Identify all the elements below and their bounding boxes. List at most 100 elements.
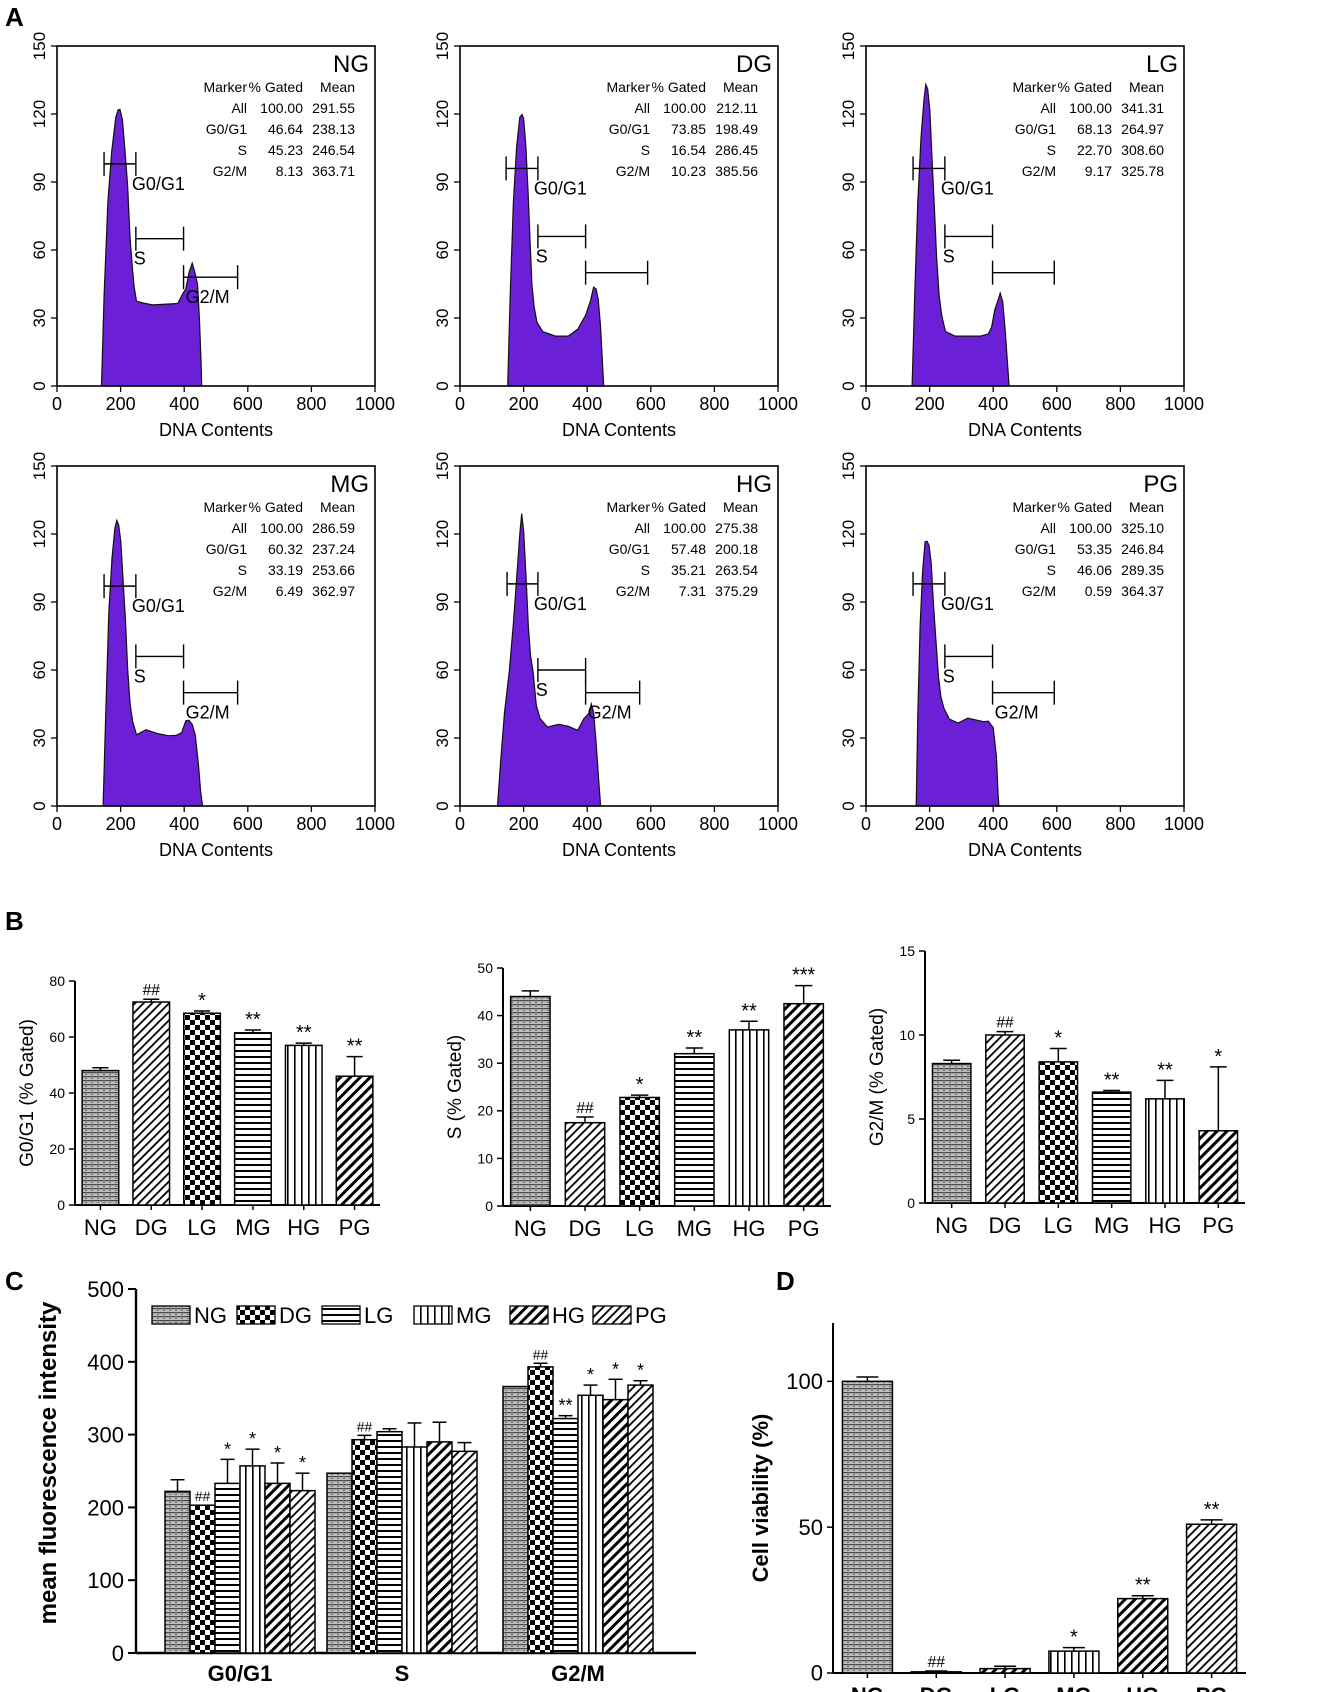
table-cell: 100.00: [260, 100, 303, 116]
category-label: NG: [514, 1216, 547, 1241]
bar-mg: [577, 1394, 604, 1654]
x-tick-label: 800: [296, 394, 326, 414]
x-tick-label: 200: [509, 394, 539, 414]
y-tick-label: 60: [433, 661, 452, 680]
table-cell: 60.32: [268, 541, 303, 557]
x-tick-label: 0: [52, 814, 62, 834]
y-tick-label: 0: [112, 1641, 124, 1666]
category-label: DG: [569, 1216, 602, 1241]
x-tick-label: 0: [52, 394, 62, 414]
sample-name: MG: [330, 471, 369, 498]
x-tick-label: 600: [636, 394, 666, 414]
bar-dg: [985, 1034, 1025, 1204]
y-tick-label: 150: [839, 452, 858, 480]
y-tick-label: 90: [839, 593, 858, 612]
x-tick-label: 400: [169, 814, 199, 834]
legend-label: NG: [194, 1303, 227, 1328]
y-tick-label: 150: [433, 32, 452, 60]
legend-swatch: [151, 1305, 191, 1325]
bar-lg: [552, 1417, 579, 1654]
table-cell: All: [634, 520, 650, 536]
table-cell: 100.00: [1069, 520, 1112, 536]
gate-label: G0/G1: [941, 178, 994, 198]
histogram-hg: 0 30 60 90 120 150 0 200 400 600 800 1000 DNA Conten…: [433, 452, 798, 860]
y-tick-label: 500: [87, 1277, 124, 1302]
histogram-area: [911, 82, 1010, 387]
bar-dg: [351, 1438, 378, 1654]
table-header: % Gated: [652, 79, 706, 95]
significance-mark: **: [347, 1036, 363, 1058]
significance-mark: **: [558, 1396, 572, 1416]
y-tick-label: 150: [30, 32, 49, 60]
table-cell: G2/M: [213, 163, 247, 179]
y-tick-label: 0: [30, 381, 49, 390]
bar-pg: [1198, 1130, 1239, 1204]
y-tick-label: 120: [30, 100, 49, 128]
table-cell: 289.35: [1121, 562, 1164, 578]
table-header: % Gated: [249, 499, 303, 515]
histogram-ng: 0 30 60 90 120 150 0 200 400 600 800 1000 DNA Conten…: [30, 32, 395, 440]
x-tick-label: 0: [455, 814, 465, 834]
table-cell: G0/G1: [206, 121, 247, 137]
y-tick-label: 400: [87, 1350, 124, 1375]
table-cell: 325.10: [1121, 520, 1164, 536]
table-header: % Gated: [249, 79, 303, 95]
x-axis-title: DNA Contents: [562, 840, 676, 860]
histogram-area: [507, 113, 605, 387]
bar-pg: [289, 1489, 316, 1654]
histogram-pg: 0 30 60 90 120 150 0 200 400 600 800 1000 DNA Conten…: [839, 452, 1204, 860]
x-tick-label: 800: [1105, 814, 1135, 834]
y-tick-label: 120: [839, 520, 858, 548]
y-tick-label: 100: [786, 1369, 823, 1394]
significance-mark: ##: [928, 1654, 946, 1671]
y-tick-label: 150: [433, 452, 452, 480]
y-tick-label: 30: [839, 309, 858, 328]
category-label: LG: [625, 1216, 654, 1241]
panel-label-c: C: [5, 1266, 24, 1296]
table-cell: G0/G1: [1015, 541, 1056, 557]
bar-hg: [1117, 1597, 1169, 1674]
table-cell: S: [238, 562, 247, 578]
panel-label-d: D: [776, 1266, 795, 1296]
table-header: Marker: [203, 79, 247, 95]
table-cell: All: [634, 100, 650, 116]
legend-label: LG: [364, 1303, 393, 1328]
significance-mark: *: [198, 990, 206, 1012]
table-cell: 263.54: [715, 562, 758, 578]
bar-hg: [264, 1482, 291, 1654]
table-cell: 385.56: [715, 163, 758, 179]
y-tick-label: 30: [30, 309, 49, 328]
gate-label: G0/G1: [941, 594, 994, 614]
table-cell: 46.06: [1077, 562, 1112, 578]
y-tick-label: 0: [485, 1198, 493, 1214]
category-label: LG: [187, 1215, 216, 1240]
y-tick-label: 60: [49, 1029, 65, 1045]
legend-label: DG: [279, 1303, 312, 1328]
gate-label: G2/M: [588, 703, 632, 723]
table-cell: 8.13: [276, 163, 303, 179]
bar-dg: [910, 1671, 962, 1674]
table-header: Marker: [1012, 79, 1056, 95]
x-tick-label: 400: [978, 394, 1008, 414]
legend-swatch: [413, 1305, 453, 1325]
significance-mark: *: [587, 1365, 594, 1385]
histogram-area: [496, 513, 602, 807]
table-cell: 286.45: [715, 142, 758, 158]
y-axis-title: S (% Gated): [445, 1035, 466, 1140]
table-cell: 16.54: [671, 142, 706, 158]
category-label: NG: [851, 1683, 884, 1692]
category-label: PG: [339, 1215, 371, 1240]
x-tick-label: 600: [636, 814, 666, 834]
y-tick-label: 40: [477, 1008, 493, 1024]
histogram-mg: 0 30 60 90 120 150 0 200 400 600 800 1000 DNA Conten…: [30, 452, 395, 860]
gate-label: S: [536, 246, 548, 266]
bar-ng: [81, 1069, 120, 1206]
table-cell: 238.13: [312, 121, 355, 137]
category-label: HG: [1149, 1213, 1182, 1238]
table-cell: 275.38: [715, 520, 758, 536]
x-axis-title: DNA Contents: [968, 420, 1082, 440]
x-tick-label: 200: [915, 814, 945, 834]
bar-dg: [564, 1121, 606, 1207]
table-cell: 246.84: [1121, 541, 1164, 557]
